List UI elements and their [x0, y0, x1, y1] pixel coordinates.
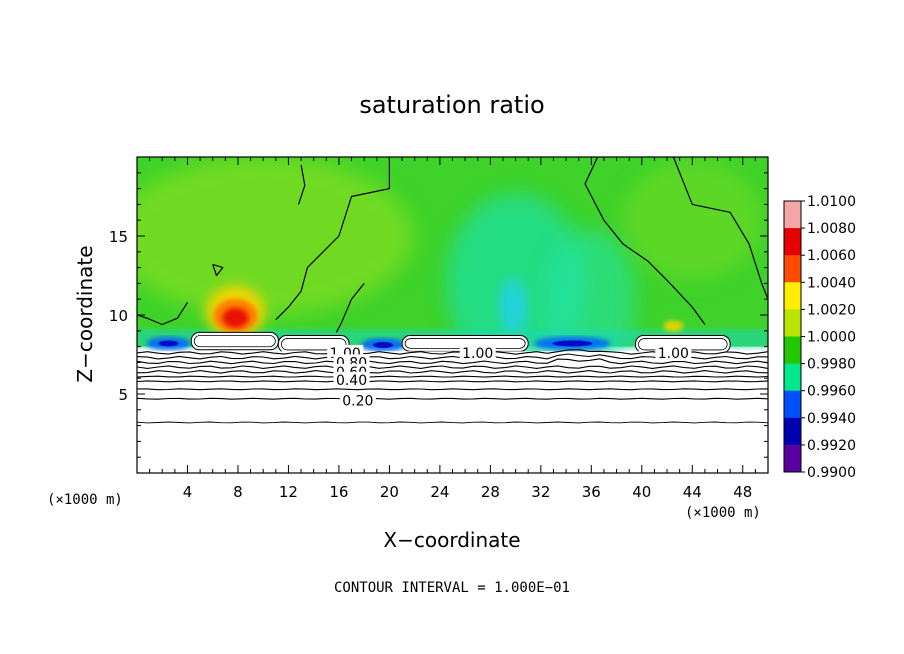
x-tick-label: 24	[430, 483, 449, 501]
contour-line-1-00	[137, 302, 189, 326]
colorbar-label: 0.9900	[807, 465, 856, 481]
x-tick-label: 36	[582, 483, 601, 501]
field-region-supersat	[622, 160, 763, 281]
colorbar-segment	[784, 336, 801, 365]
contour-line	[137, 358, 768, 365]
colorbar-segment	[784, 363, 801, 392]
colorbar-segment	[784, 309, 801, 337]
x-axis: 4 8 12 16 20 24 28 32 36 40 44 48	[149, 157, 756, 501]
field-region-subsat	[499, 279, 528, 336]
contour-line	[137, 388, 768, 391]
field-below-cloud	[137, 351, 768, 473]
contour-interval-note: CONTOUR INTERVAL = 1.000E−01	[334, 580, 570, 596]
y-tick-label: 15	[109, 228, 128, 246]
colorbar-label: 1.0060	[807, 248, 856, 264]
contour-lines	[137, 157, 768, 424]
contour-label-bg	[459, 344, 496, 360]
contour-label-bg	[655, 344, 692, 360]
contour-label: 1.00	[658, 346, 689, 362]
cold-spot-core	[552, 340, 593, 347]
contour-line	[137, 370, 768, 374]
cold-spot-core	[158, 340, 179, 347]
contour-line-1-00	[672, 157, 768, 300]
colorbar-label: 0.9920	[807, 438, 856, 454]
x-tick-label: 8	[233, 483, 243, 501]
hotspot-core	[222, 307, 249, 328]
cold-spot-core	[373, 342, 394, 349]
contour-line-1-00	[212, 263, 224, 277]
contour-label-bg	[333, 371, 370, 387]
colorbar-label: 0.9980	[807, 357, 856, 373]
x-tick-label: 40	[632, 483, 651, 501]
y-tick-label: 5	[118, 386, 128, 404]
contour-line	[137, 397, 768, 400]
x-tick-label: 12	[279, 483, 298, 501]
contour-line	[137, 380, 768, 383]
colorbar-segment	[784, 201, 801, 229]
plot-area: 1.000.800.600.400.201.001.00	[137, 157, 768, 473]
x-tick-label: 44	[683, 483, 702, 501]
saturation-field	[137, 157, 768, 473]
y-axis-label: Z−coordinate	[73, 245, 97, 382]
contour-label: 0.20	[342, 393, 373, 409]
colorbar-segment	[784, 255, 801, 283]
x-unit-right: (×1000 m)	[685, 505, 761, 521]
contour-label-bg	[339, 392, 376, 408]
field-region-supersat	[137, 157, 414, 316]
contour-line-1-00	[335, 283, 365, 333]
colorbar-segment	[784, 390, 801, 419]
cloud-band-inner	[280, 338, 347, 351]
colorbar-label: 1.0080	[807, 221, 856, 237]
colorbar-label: 0.9940	[807, 411, 856, 427]
colorbar-segment	[784, 228, 801, 256]
cloud-band-inner	[193, 334, 276, 348]
contour-labels: 1.000.800.600.400.201.001.00	[327, 344, 692, 409]
chart-title: saturation ratio	[359, 91, 544, 119]
x-tick-label: 32	[531, 483, 550, 501]
x-tick-label: 28	[481, 483, 500, 501]
contour-line	[137, 375, 768, 378]
y-axis: 5 10 15	[109, 172, 768, 458]
contour-line-1-00	[584, 157, 706, 325]
contour-line	[137, 365, 768, 369]
colorbar-label: 1.0040	[807, 275, 856, 291]
colorbar: 1.0100 1.0080 1.0060 1.0040 1.0020 1.0000 0.99…	[783, 194, 856, 481]
contour-line-1-00	[297, 164, 306, 205]
colorbar-label: 0.9960	[807, 384, 856, 400]
x-tick-label: 4	[183, 483, 193, 501]
contour-label: 1.00	[462, 346, 493, 362]
contour-line-1-00	[275, 157, 390, 321]
colorbar-label: 1.0020	[807, 302, 856, 318]
x-unit-left: (×1000 m)	[47, 492, 123, 508]
hotspot-secondary	[663, 320, 684, 333]
x-tick-label: 20	[380, 483, 399, 501]
colorbar-label: 1.0000	[807, 330, 856, 346]
contour-label: 0.40	[336, 373, 367, 389]
y-tick-label: 10	[109, 307, 128, 325]
x-tick-label: 48	[733, 483, 752, 501]
contour-line	[137, 421, 768, 424]
colorbar-segment	[784, 282, 801, 310]
colorbar-segment	[784, 444, 801, 473]
colorbar-segment	[784, 417, 801, 446]
x-tick-label: 16	[329, 483, 348, 501]
colorbar-label: 1.0100	[807, 194, 856, 210]
x-axis-label: X−coordinate	[383, 528, 520, 552]
